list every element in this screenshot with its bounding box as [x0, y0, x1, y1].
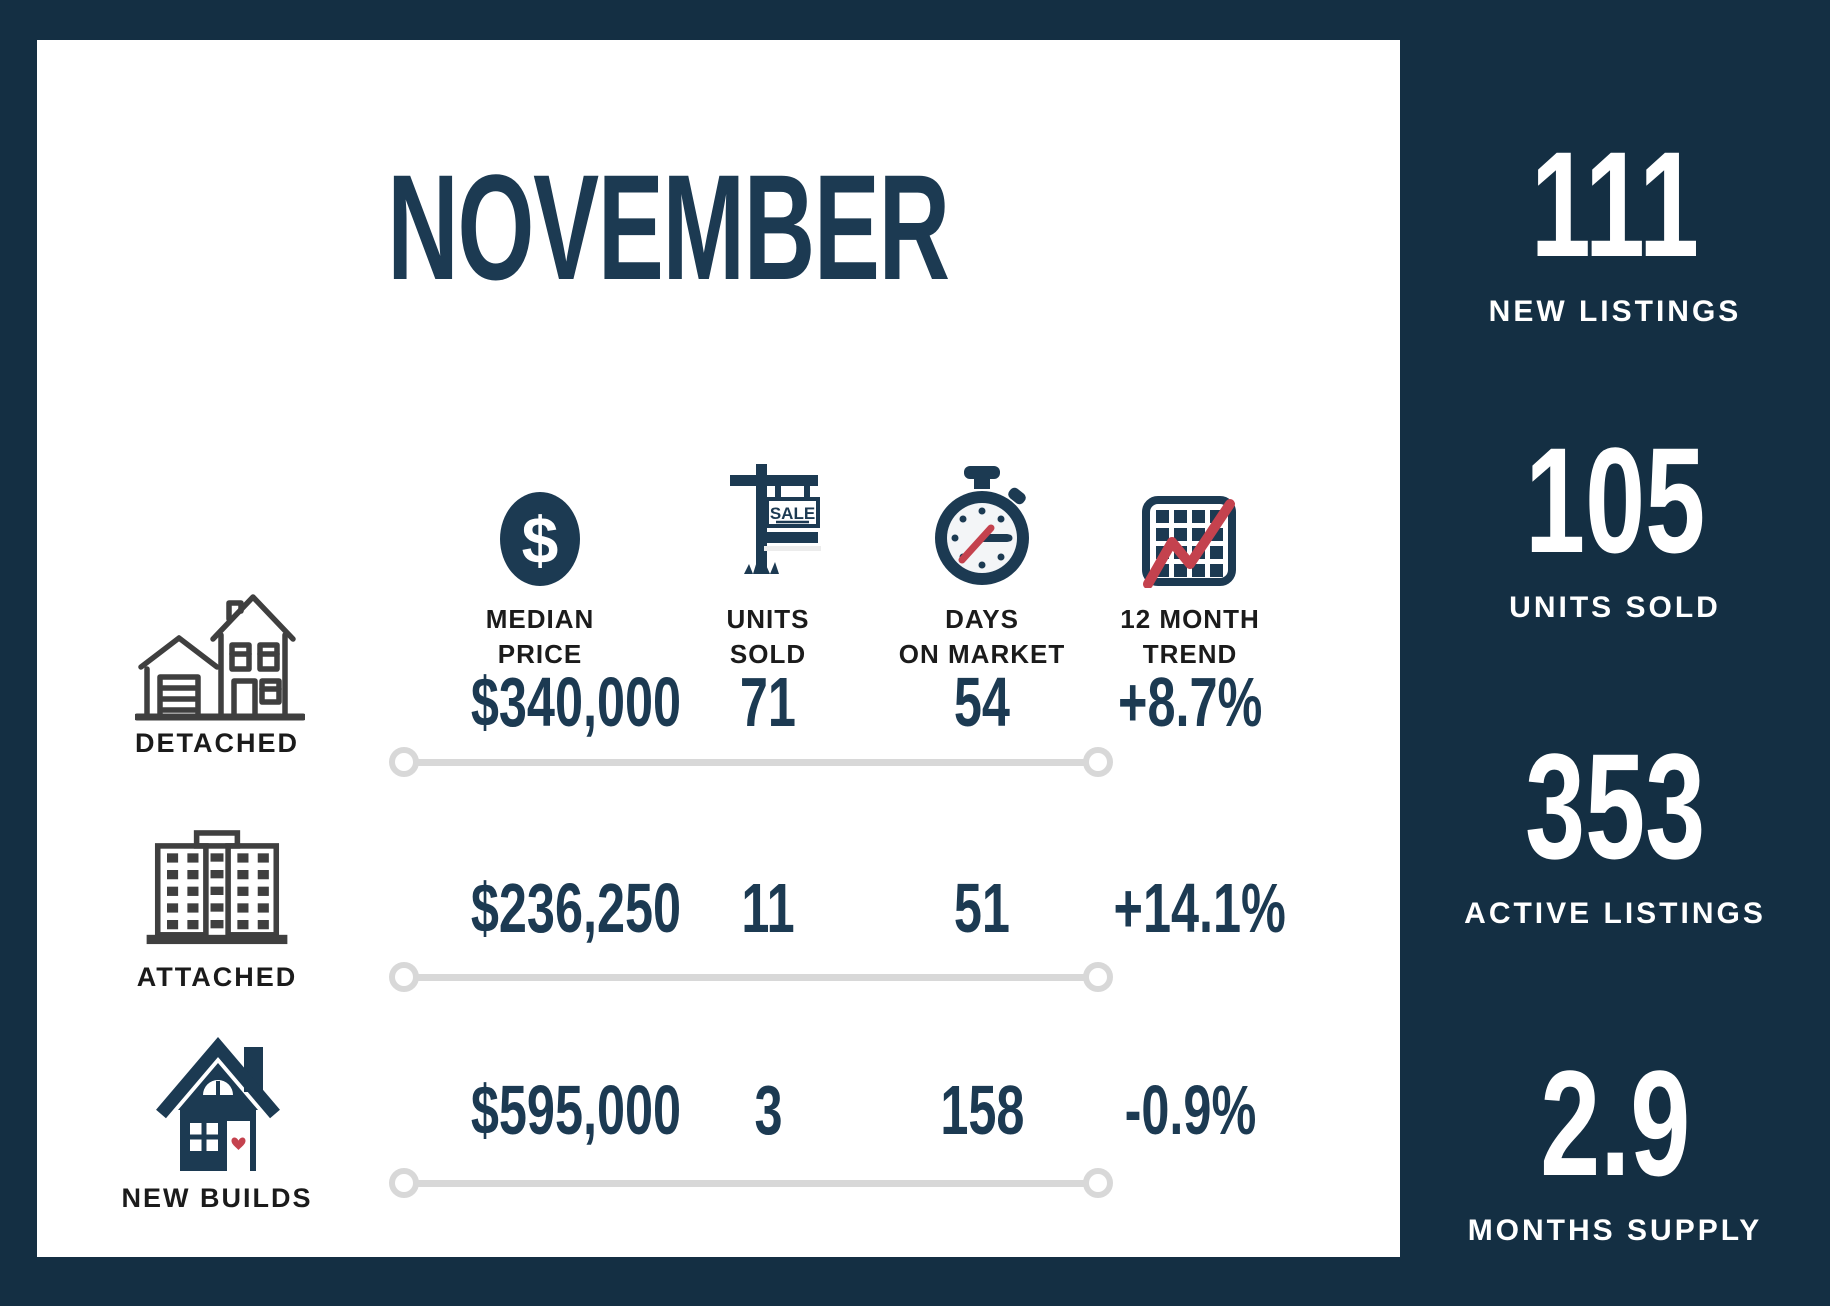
stat-months-supply: 2.9 MONTHS SUPPLY — [1400, 1048, 1830, 1248]
value-attached-median-price: $236,250 — [470, 869, 682, 947]
value-new-builds-12-month-trend: -0.9% — [1124, 1071, 1256, 1149]
stat-value: 2.9 — [1539, 1039, 1691, 1207]
stat-new-listings: 111 NEW LISTINGS — [1400, 129, 1830, 329]
column-header-12-month-trend: 12 MONTH TREND — [1080, 440, 1300, 672]
divider-end-circle — [389, 1168, 419, 1198]
stopwatch-icon — [935, 466, 1029, 585]
value-attached-12-month-trend: +14.1% — [1113, 869, 1286, 947]
column-label-12-month-trend: 12 MONTH TREND — [1120, 604, 1260, 670]
sale-sign-text: SALE — [770, 504, 815, 523]
detached-house-outline-icon — [135, 594, 305, 721]
category-label-detached: DETACHED — [135, 728, 299, 758]
divider-end-circle — [389, 747, 419, 777]
column-header-median-price: $ MEDIAN PRICE — [430, 440, 650, 672]
stat-active-listings: 353 ACTIVE LISTINGS — [1400, 731, 1830, 931]
value-new-builds-units-sold: 3 — [753, 1071, 783, 1149]
value-attached-units-sold: 11 — [741, 869, 795, 947]
sale-sign-icon: SALE — [730, 464, 821, 574]
category-label-attached: ATTACHED — [136, 962, 298, 992]
row-divider — [389, 747, 1113, 777]
value-detached-days-on-market: 54 — [953, 663, 1011, 741]
new-build-house-icon — [156, 1036, 280, 1171]
row-divider — [389, 1168, 1113, 1198]
value-new-builds-days-on-market: 158 — [939, 1071, 1025, 1149]
value-detached-12-month-trend: +8.7% — [1117, 663, 1263, 741]
stat-units-sold: 105 UNITS SOLD — [1400, 425, 1830, 625]
trend-chart-icon — [1142, 496, 1236, 588]
stat-label: UNITS SOLD — [1509, 591, 1721, 624]
column-header-days-on-market: DAYS ON MARKET — [872, 440, 1092, 672]
report-card: NOVEMBER $ MEDIAN PRICE — [37, 40, 1400, 1257]
stat-label: MONTHS SUPPLY — [1467, 1214, 1763, 1247]
stat-value: 353 — [1524, 722, 1706, 890]
column-label-units-sold: UNITS SOLD — [726, 604, 810, 670]
stat-value: 111 — [1530, 120, 1700, 288]
stat-label: ACTIVE LISTINGS — [1464, 897, 1766, 930]
value-detached-units-sold: 71 — [739, 663, 797, 741]
attached-buildings-outline-icon — [146, 830, 288, 945]
page-title: NOVEMBER — [387, 143, 950, 311]
category-label-new-builds: NEW BUILDS — [121, 1183, 313, 1213]
value-attached-days-on-market: 51 — [953, 869, 1011, 947]
row-divider — [389, 962, 1113, 992]
heart-icon — [231, 1137, 246, 1150]
value-detached-median-price: $340,000 — [470, 663, 682, 741]
column-label-median-price: MEDIAN PRICE — [485, 604, 595, 670]
column-header-units-sold: SALE UNITS SOLD — [658, 440, 878, 672]
divider-end-circle — [1083, 962, 1113, 992]
svg-text:$: $ — [522, 503, 559, 577]
dollar-circle-icon: $ — [500, 492, 580, 586]
value-new-builds-median-price: $595,000 — [470, 1071, 682, 1149]
divider-end-circle — [1083, 1168, 1113, 1198]
divider-end-circle — [1083, 747, 1113, 777]
divider-end-circle — [389, 962, 419, 992]
column-label-days-on-market: DAYS ON MARKET — [898, 604, 1066, 670]
stat-value: 105 — [1524, 416, 1706, 584]
stat-label: NEW LISTINGS — [1488, 295, 1742, 328]
